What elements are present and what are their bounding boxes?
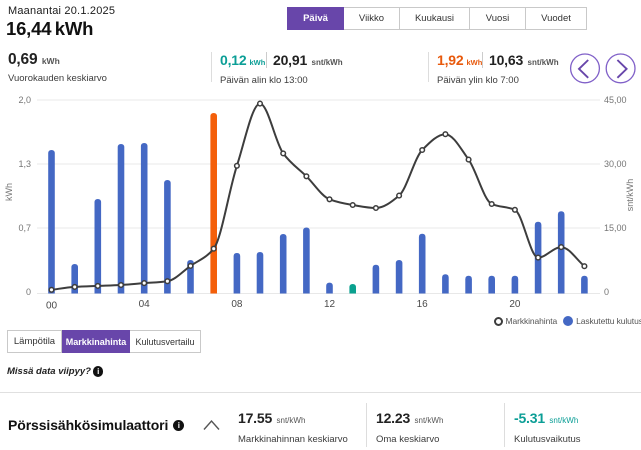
svg-text:2,0: 2,0 (18, 95, 31, 105)
svg-text:snt/kWh: snt/kWh (625, 179, 635, 212)
svg-text:00: 00 (46, 301, 58, 311)
svg-text:30,00: 30,00 (604, 159, 627, 169)
svg-text:0,7: 0,7 (18, 223, 31, 233)
svg-text:15,00: 15,00 (604, 223, 627, 233)
svg-text:0: 0 (26, 287, 31, 297)
svg-text:0: 0 (604, 287, 609, 297)
svg-text:kWh: kWh (4, 183, 14, 201)
svg-text:12: 12 (324, 299, 336, 310)
svg-text:08: 08 (231, 299, 243, 310)
svg-text:04: 04 (139, 299, 151, 310)
svg-text:20: 20 (509, 299, 521, 310)
svg-text:45,00: 45,00 (604, 95, 627, 105)
svg-text:16: 16 (417, 299, 429, 310)
svg-text:1,3: 1,3 (18, 159, 31, 169)
